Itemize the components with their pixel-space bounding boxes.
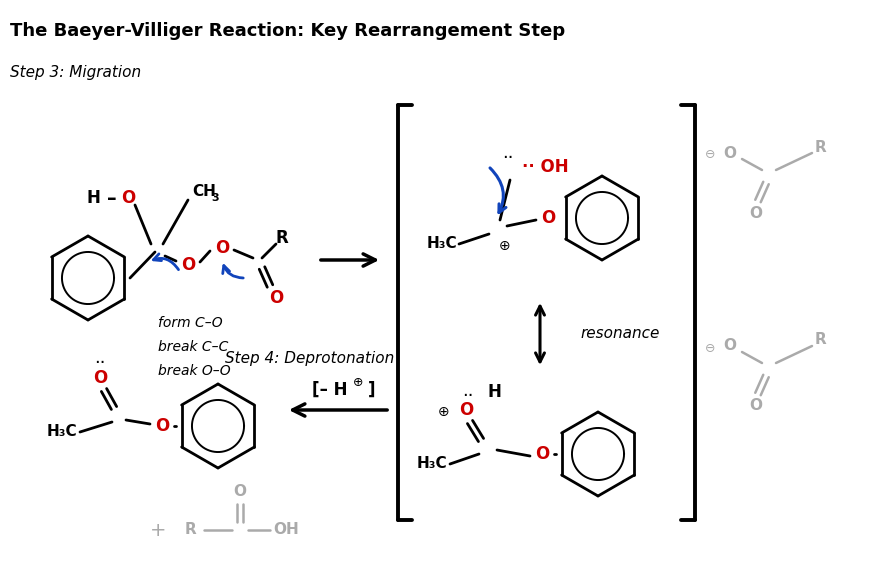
Text: R: R: [814, 332, 826, 347]
Text: O: O: [93, 369, 107, 387]
Text: ··: ··: [95, 354, 106, 372]
Text: –: –: [107, 189, 117, 207]
Text: ··: ··: [502, 149, 513, 167]
Text: O: O: [234, 485, 246, 499]
Text: Step 4: Deprotonation: Step 4: Deprotonation: [225, 350, 394, 366]
Text: ·· OH: ·· OH: [522, 158, 569, 176]
Text: ]: ]: [368, 381, 376, 399]
Text: O: O: [215, 239, 230, 257]
Text: form C–O
break C–C
break O–O: form C–O break C–C break O–O: [158, 316, 230, 378]
Text: O: O: [540, 209, 555, 227]
Text: R: R: [276, 229, 288, 247]
Text: H₃C: H₃C: [46, 424, 77, 440]
Text: O: O: [180, 256, 195, 274]
Text: +: +: [150, 520, 166, 540]
Text: O: O: [724, 339, 737, 353]
Text: Step 3: Migration: Step 3: Migration: [10, 65, 141, 80]
Text: R: R: [814, 139, 826, 155]
Text: ⊕: ⊕: [499, 239, 511, 253]
Text: O: O: [269, 289, 283, 307]
Text: 3: 3: [211, 193, 219, 203]
Text: ··: ··: [463, 387, 474, 405]
Text: H: H: [487, 383, 501, 401]
Text: ⊕: ⊕: [438, 405, 449, 419]
Text: ⊕: ⊕: [353, 376, 364, 389]
Text: The Baeyer-Villiger Reaction: Key Rearrangement Step: The Baeyer-Villiger Reaction: Key Rearra…: [10, 22, 565, 40]
Text: O: O: [724, 145, 737, 161]
Text: O: O: [459, 401, 473, 419]
Text: O: O: [155, 417, 169, 435]
Text: O: O: [750, 206, 762, 220]
Text: resonance: resonance: [580, 326, 660, 342]
Text: ⊖: ⊖: [705, 148, 715, 162]
Text: OH: OH: [273, 523, 299, 537]
Text: H: H: [86, 189, 100, 207]
Text: [– H: [– H: [312, 381, 348, 399]
Text: H₃C: H₃C: [417, 456, 448, 472]
Text: H₃C: H₃C: [427, 237, 457, 251]
Text: R: R: [184, 523, 196, 537]
Text: CH: CH: [192, 185, 215, 199]
Text: O: O: [535, 445, 549, 463]
Text: O: O: [750, 398, 762, 414]
Text: O: O: [121, 189, 135, 207]
Text: ⊖: ⊖: [705, 342, 715, 355]
